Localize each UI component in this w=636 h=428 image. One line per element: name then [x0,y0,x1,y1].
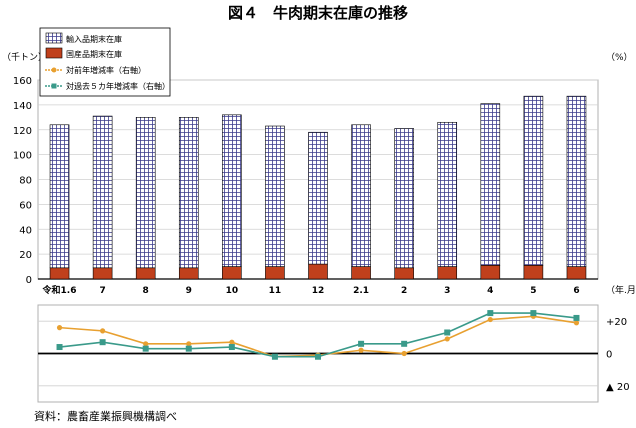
bar-import [437,121,458,267]
source-note: 資料：農畜産業振興機構調べ [34,409,177,423]
legend-label-5yr: 対過去５カ年増減率（右軸） [66,81,170,91]
y-tick-label: 40 [19,225,32,236]
x-unit-label: （年.月） [606,284,636,296]
x-tick-label: 8 [143,286,149,296]
legend-marker-5yr [51,83,57,89]
bar-domestic [92,267,113,280]
legend-swatch-import [45,32,63,44]
point-5yr [185,345,192,352]
rate-lines [56,310,580,360]
point-yoy [358,347,364,353]
bar-import [222,114,242,267]
x-tick-label: 令和1.6 [42,284,77,296]
y-unit-label: （千トン） [2,52,47,63]
bar-domestic [351,266,371,280]
x-tick-label: 4 [487,286,493,296]
y-tick-label: 60 [19,200,32,211]
line-yoy [59,315,577,358]
bar-import [480,103,501,266]
right-unit-label: （%） [606,52,633,63]
point-yoy [444,336,450,342]
x-tick-label: 2.1 [353,286,369,296]
right-tick-label: ▲ 20 [606,382,630,393]
point-5yr [401,340,408,347]
bar-domestic [394,267,414,280]
bar-import [351,124,371,267]
point-yoy [56,325,63,331]
bar-domestic [523,265,544,280]
y-tick-label: 20 [19,250,32,261]
bar-domestic [437,266,458,280]
legend-marker-yoy [51,67,57,73]
legend-label-yoy: 対前年増減率（右軸） [66,65,146,75]
point-5yr [444,329,451,336]
point-5yr [271,353,278,360]
bar-import [394,128,414,269]
bars [49,95,587,280]
chart-title: 図４ 牛肉期末在庫の推移 [228,4,408,22]
bar-domestic [566,266,587,280]
bar-import [92,115,113,269]
y-gridlines [38,79,598,280]
x-tick-label: 6 [573,286,579,296]
point-5yr [530,310,537,317]
legend-label-import: 輸入品期末在庫 [66,34,122,44]
point-5yr [358,340,365,347]
bar-domestic [222,266,242,280]
bar-import [178,117,199,269]
bar-import [135,117,156,269]
point-5yr [99,339,106,346]
point-yoy [100,328,106,334]
right-tick-label: 0 [606,350,612,361]
y-tick-labels: 0 20 40 60 80 100 120 140 160 [13,76,32,286]
bar-import [523,95,544,266]
y-tick-label: 80 [19,176,32,187]
right-tick-labels: +20 0 ▲ 20 [606,317,630,393]
x-tick-label: 7 [99,286,105,296]
x-tick-label: 11 [269,286,282,296]
bar-domestic [265,266,285,280]
point-yoy [229,339,235,345]
x-tick-labels: 令和1.6 7 8 9 10 11 12 2.1 2 3 4 5 6 [42,284,580,296]
y-tick-label: 100 [13,151,32,162]
x-tick-label: 3 [444,286,450,296]
right-tick-label: +20 [606,317,627,328]
bar-import [566,95,587,267]
bar-domestic [178,267,199,280]
legend: 輸入品期末在庫 国産品期末在庫 対前年増減率（右軸） 対過去５カ年増減率（右軸） [39,27,171,97]
bar-domestic [480,265,501,280]
x-tick-label: 5 [530,286,536,296]
x-tick-label: 12 [312,286,325,296]
bar-import [308,131,328,265]
y-tick-label: 120 [13,126,32,137]
point-5yr [315,353,321,360]
legend-swatch-domestic [45,47,63,59]
point-yoy [186,341,192,347]
y-tick-label: 160 [13,76,32,87]
y-tick-label: 0 [26,275,32,286]
bar-import [49,124,70,269]
y-tick-label: 140 [13,101,32,112]
point-5yr [142,345,149,352]
point-yoy [487,316,493,323]
point-5yr [228,344,235,351]
x-tick-label: 2 [401,286,407,296]
point-5yr [573,314,580,321]
x-tick-label: 10 [226,286,239,296]
point-yoy [573,320,580,326]
point-yoy [143,341,149,347]
point-yoy [401,350,407,357]
point-5yr [487,310,494,317]
x-tick-label: 9 [186,286,192,296]
bar-domestic [135,267,156,280]
bar-domestic [308,263,328,280]
bar-domestic [49,267,70,280]
legend-label-domestic: 国産品期末在庫 [66,49,122,59]
bar-import [265,125,285,267]
point-5yr [56,344,63,351]
